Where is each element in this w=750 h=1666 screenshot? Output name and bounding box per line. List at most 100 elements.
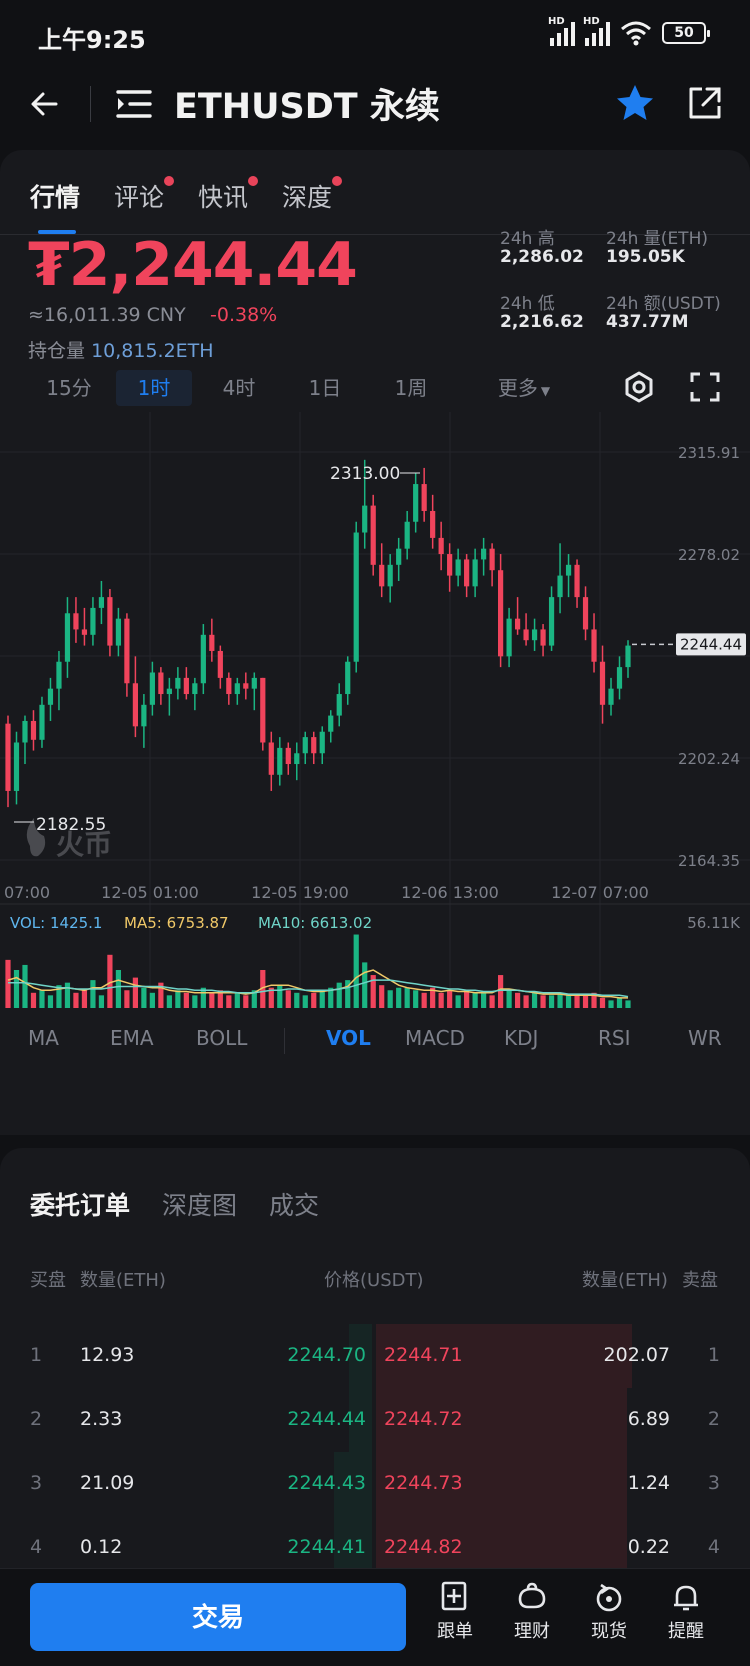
interval-more[interactable]: 更多 ▼ <box>497 376 551 400</box>
ask-price: 2244.72 <box>384 1408 463 1430</box>
interval-1h[interactable]: 1时 <box>116 370 192 406</box>
candle <box>166 677 172 716</box>
bid-qty-header: 数量(ETH) <box>80 1270 166 1291</box>
volume-bar <box>30 992 37 1008</box>
candle <box>591 613 597 673</box>
tab-depth-chart[interactable]: 深度图 <box>162 1191 238 1220</box>
nav-spot[interactable]: 现货 <box>574 1579 644 1643</box>
watermark-text: 火币 <box>56 828 112 861</box>
menu-icon[interactable] <box>112 82 156 126</box>
volume-bar <box>243 995 249 1008</box>
bid-index: 3 <box>30 1472 43 1494</box>
volume-bar <box>166 995 172 1008</box>
open-interest-value: 10,815.2ETH <box>91 340 214 362</box>
tab-depth[interactable]: 深度 <box>282 176 343 214</box>
orderbook-row[interactable]: 1 12.93 2244.70 2244.71 202.07 1 <box>0 1324 750 1388</box>
orderbook-row[interactable]: 2 2.33 2244.44 2244.72 6.89 2 <box>0 1388 750 1452</box>
candle <box>22 715 28 765</box>
volume-bar <box>396 987 402 1008</box>
last-price: ₮2,244.44 <box>28 230 358 300</box>
bid-price: 2244.70 <box>287 1344 366 1366</box>
candle <box>328 710 334 743</box>
candlestick-chart[interactable]: 2315.91 2278.02 2202.24 2164.35 2244.44 … <box>0 412 750 1008</box>
nav-wealth[interactable]: 理财 <box>497 1579 567 1643</box>
chart-settings-icon[interactable] <box>620 368 658 406</box>
share-icon[interactable] <box>682 80 728 126</box>
divider <box>284 1028 285 1054</box>
tab-trades[interactable]: 成交 <box>269 1191 320 1220</box>
volume-bar <box>413 990 419 1008</box>
ask-depth-bar <box>376 1324 632 1388</box>
copy-trading-icon <box>441 1581 467 1611</box>
orderbook-row[interactable]: 3 21.09 2244.43 2244.73 1.24 3 <box>0 1452 750 1516</box>
indicator-kdj[interactable]: KDJ <box>504 1026 539 1050</box>
market-card: 行情 评论 快讯 深度 ₮2,244.44 ≈16,011.39 CNY -0.… <box>0 150 750 1135</box>
candle <box>345 656 351 705</box>
volume-bar <box>319 990 325 1008</box>
volume-max-label: 56.11K <box>687 914 741 932</box>
candle <box>73 597 79 643</box>
tab-orders[interactable]: 委托订单 <box>30 1191 131 1220</box>
volume-bar <box>192 995 198 1008</box>
battery-icon: 50 <box>662 22 710 44</box>
trade-button[interactable]: 交易 <box>30 1583 406 1651</box>
volume-bar <box>447 990 453 1008</box>
candle <box>370 494 376 576</box>
candle <box>582 586 589 641</box>
unread-dot <box>164 176 175 186</box>
volume-bar <box>506 990 512 1008</box>
stat-amount-label: 24h 额(USDT) <box>606 294 721 314</box>
indicator-rsi[interactable]: RSI <box>598 1026 631 1050</box>
indicator-ema[interactable]: EMA <box>110 1026 154 1050</box>
ma5-value-label: MA5: 6753.87 <box>124 914 229 932</box>
volume-bar <box>175 990 181 1008</box>
tab-news[interactable]: 快讯 <box>198 176 259 214</box>
candle <box>30 710 37 751</box>
fullscreen-icon[interactable] <box>686 368 724 406</box>
x-axis-label: 12-05 01:00 <box>101 883 199 902</box>
favorite-star-icon[interactable] <box>612 80 658 126</box>
volume-bar <box>404 987 410 1008</box>
candle <box>481 537 487 576</box>
tab-market[interactable]: 行情 <box>30 183 81 212</box>
candle <box>336 683 342 727</box>
orderbook-card: 委托订单 深度图 成交 买盘 数量(ETH) 价格(USDT) 数量(ETH) … <box>0 1148 750 1580</box>
page-title[interactable]: ETHUSDT 永续 <box>174 87 440 127</box>
cny-price: ≈16,011.39 CNY <box>28 304 186 326</box>
interval-1d[interactable]: 1日 <box>308 376 342 400</box>
candle <box>217 645 223 689</box>
volume-bar <box>565 995 572 1008</box>
interval-4h[interactable]: 4时 <box>222 376 256 400</box>
volume-bar <box>608 1000 614 1008</box>
candle <box>311 731 317 765</box>
x-axis-label: 12-05 19:00 <box>251 883 349 902</box>
candle <box>599 645 606 724</box>
volume-bar <box>226 995 232 1008</box>
indicator-wr[interactable]: WR <box>688 1026 722 1050</box>
volume-bar <box>387 990 393 1008</box>
interval-1w[interactable]: 1周 <box>394 376 428 400</box>
volume-bar <box>345 980 351 1008</box>
market-tabs: 行情 评论 快讯 深度 <box>30 176 343 214</box>
indicator-vol[interactable]: VOL <box>326 1026 371 1050</box>
volume-bar <box>472 992 478 1008</box>
indicator-ma[interactable]: MA <box>28 1026 59 1050</box>
candle <box>574 559 580 608</box>
bid-header: 买盘 <box>30 1270 66 1291</box>
candle <box>489 543 495 587</box>
volume-bar <box>616 997 623 1008</box>
indicator-boll[interactable]: BOLL <box>196 1026 248 1050</box>
ask-index: 2 <box>707 1408 720 1430</box>
indicator-macd[interactable]: MACD <box>405 1026 465 1050</box>
nav-copy-trading[interactable]: 跟单 <box>420 1579 490 1643</box>
nav-alerts[interactable]: 提醒 <box>651 1579 721 1643</box>
stat-volume-value: 195.05K <box>606 247 685 267</box>
x-axis-label: 12-06 13:00 <box>401 883 499 902</box>
interval-15m[interactable]: 15分 <box>46 376 92 400</box>
back-arrow-icon[interactable] <box>24 82 68 126</box>
candle <box>413 473 419 533</box>
vol-value-label: VOL: 1425.1 <box>10 914 102 932</box>
ask-depth-bar <box>376 1388 627 1452</box>
header: ETHUSDT 永续 <box>0 72 750 148</box>
tab-comments[interactable]: 评论 <box>114 176 175 214</box>
